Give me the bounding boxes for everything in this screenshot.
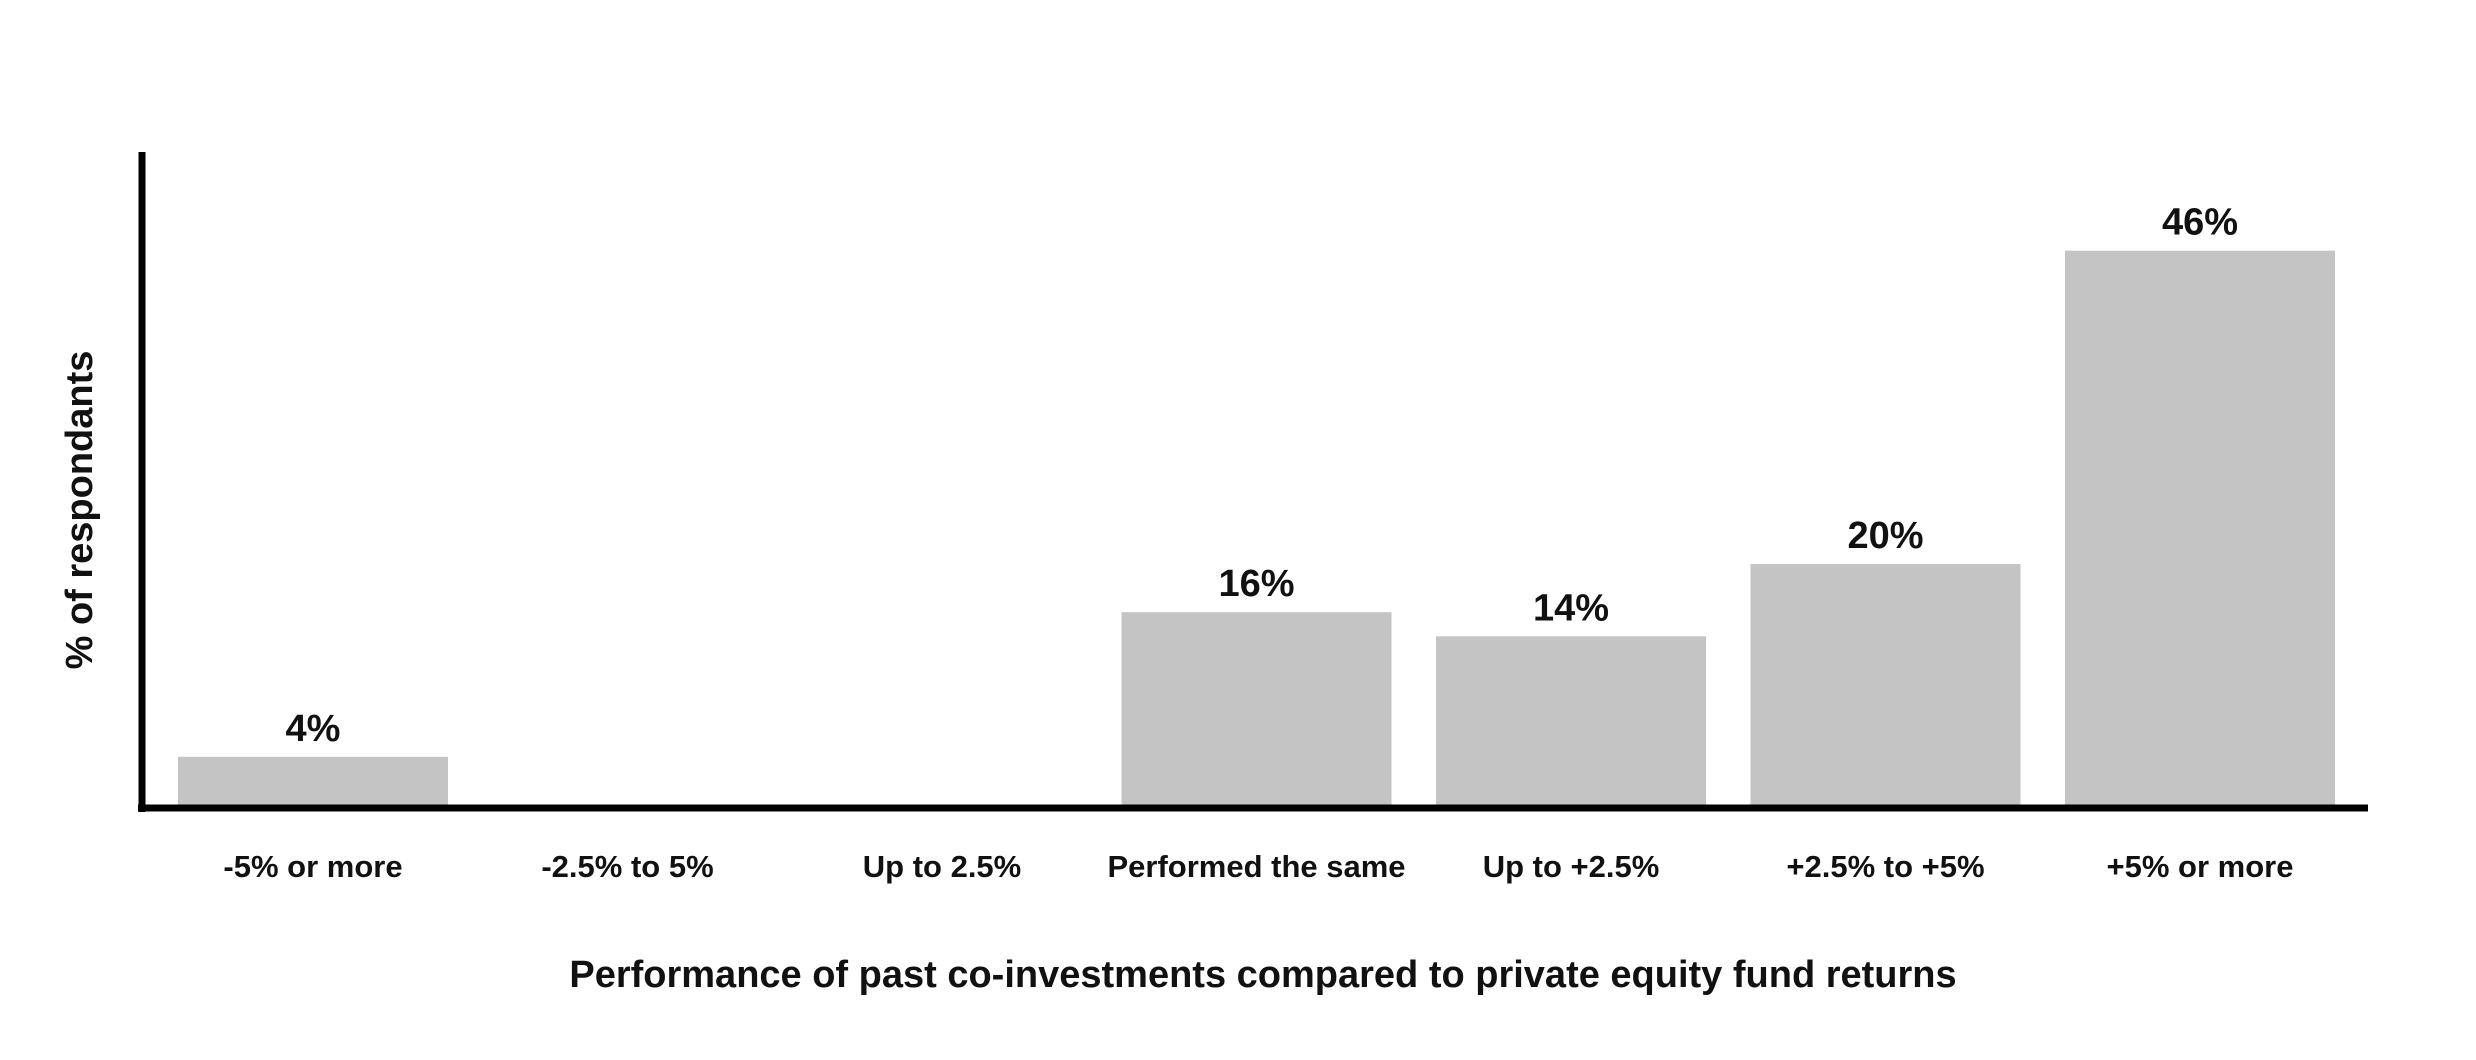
x-tick-label-1: -2.5% to 5%	[541, 849, 713, 884]
bar-3	[1121, 612, 1392, 805]
value-label-0: 4%	[286, 708, 341, 750]
bar-4	[1436, 636, 1706, 805]
value-label-4: 14%	[1533, 587, 1609, 629]
bar-0	[178, 756, 448, 805]
x-tick-labels-group: -5% or more -2.5% to 5% Up to 2.5% Performe…	[223, 849, 2293, 884]
value-label-3: 16%	[1218, 563, 1294, 605]
bars-group	[178, 250, 2335, 805]
x-tick-label-5: +2.5% to +5%	[1786, 849, 1984, 884]
x-tick-label-2: Up to 2.5%	[863, 849, 1021, 884]
bar-5	[1750, 564, 2021, 805]
value-labels-group: 4% 16% 14% 20% 46%	[286, 202, 2238, 750]
x-tick-label-4: Up to +2.5%	[1483, 849, 1660, 884]
value-label-6: 46%	[2162, 202, 2238, 244]
value-label-5: 20%	[1847, 515, 1923, 557]
x-tick-label-3: Performed the same	[1107, 849, 1405, 884]
x-axis-title: Performance of past co-investments compa…	[569, 954, 1956, 996]
x-tick-label-0: -5% or more	[223, 849, 402, 884]
bar-6	[2065, 250, 2335, 805]
x-tick-label-6: +5% or more	[2107, 849, 2294, 884]
y-axis-title: % of respondants	[59, 351, 101, 670]
